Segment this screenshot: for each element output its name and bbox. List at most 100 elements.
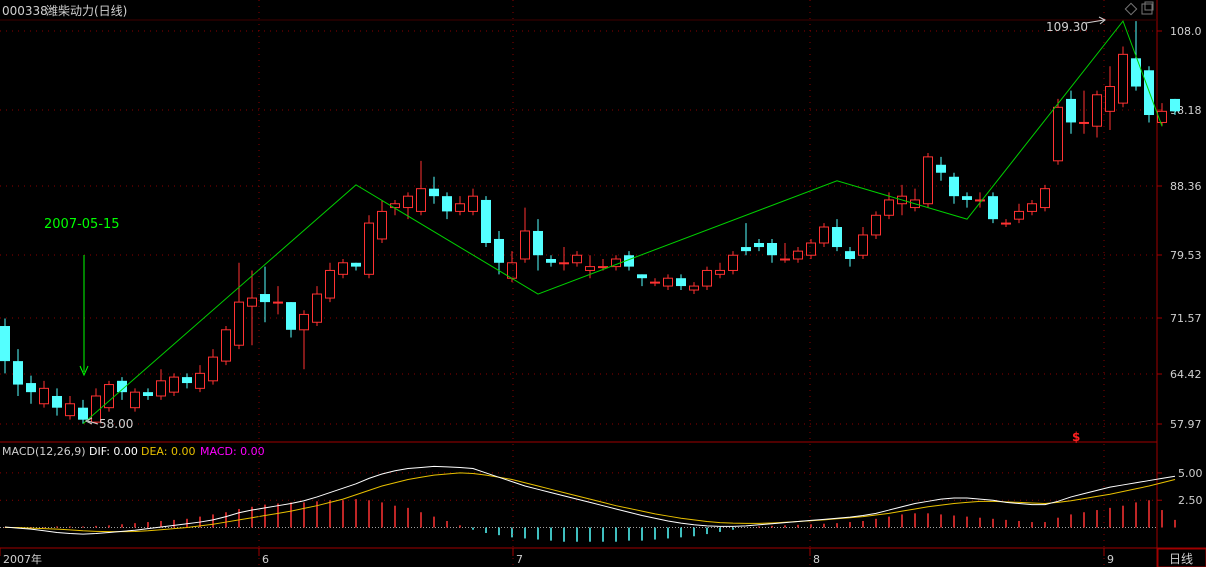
candle bbox=[1170, 98, 1180, 116]
candle bbox=[325, 262, 335, 303]
candle bbox=[78, 399, 88, 424]
candle bbox=[351, 262, 361, 271]
candle bbox=[806, 238, 816, 259]
restore-icon[interactable] bbox=[1141, 3, 1153, 15]
macd-tick-label: 2.50 bbox=[1178, 494, 1203, 507]
candle bbox=[403, 192, 413, 220]
candle bbox=[26, 375, 36, 404]
candle bbox=[572, 251, 582, 267]
candle bbox=[507, 251, 517, 283]
candle bbox=[143, 388, 153, 400]
candle bbox=[637, 274, 647, 287]
candle bbox=[494, 230, 504, 275]
candle bbox=[767, 238, 777, 263]
candle bbox=[0, 318, 10, 374]
candle bbox=[832, 219, 842, 252]
zigzag-line bbox=[82, 20, 1163, 425]
macd-label: MACD(12,26,9) bbox=[2, 445, 86, 458]
candle bbox=[455, 196, 465, 216]
low-arrow-line bbox=[87, 420, 99, 425]
candle bbox=[39, 380, 49, 408]
candle bbox=[845, 247, 855, 267]
candle bbox=[221, 326, 231, 366]
candle bbox=[312, 286, 322, 327]
candle bbox=[117, 377, 127, 400]
candle bbox=[1118, 46, 1128, 108]
diamond-icon[interactable] bbox=[1124, 2, 1138, 16]
date-annotation: 2007-05-15 bbox=[44, 217, 120, 232]
macd-dif: DIF: 0.00 bbox=[89, 445, 138, 458]
candle bbox=[819, 223, 829, 248]
candle bbox=[949, 172, 959, 204]
candle bbox=[715, 262, 725, 279]
candle bbox=[65, 395, 75, 420]
dea-line bbox=[5, 472, 1176, 533]
candle bbox=[559, 247, 569, 271]
date-tick-label: 8 bbox=[813, 553, 820, 566]
candle bbox=[1014, 203, 1024, 224]
candle bbox=[689, 282, 699, 295]
price-gridlines bbox=[0, 30, 1157, 425]
candle bbox=[390, 199, 400, 216]
candle bbox=[598, 258, 608, 271]
high-annotation: 109.30 bbox=[1046, 20, 1088, 34]
candle bbox=[962, 192, 972, 208]
candle bbox=[663, 274, 673, 291]
candle bbox=[182, 373, 192, 389]
macd-histogram bbox=[4, 499, 1176, 542]
candle bbox=[520, 207, 530, 263]
period-button[interactable] bbox=[1157, 548, 1206, 567]
candle bbox=[936, 156, 946, 181]
price-tick-label: 64.42 bbox=[1170, 368, 1202, 381]
candle bbox=[260, 266, 270, 323]
candle bbox=[468, 188, 478, 216]
date-arrow-icon bbox=[79, 365, 89, 377]
date-tick-label: 2007年 bbox=[3, 552, 42, 566]
candle bbox=[533, 219, 543, 271]
candle bbox=[1066, 90, 1076, 134]
candle bbox=[1027, 199, 1037, 216]
candle bbox=[793, 247, 803, 263]
low-annotation: 58.00 bbox=[99, 417, 133, 431]
candle bbox=[208, 349, 218, 385]
candle bbox=[52, 388, 62, 416]
candle bbox=[429, 176, 439, 204]
candle bbox=[1092, 90, 1102, 138]
period-button-label: 日线 bbox=[1169, 552, 1193, 566]
date-tick-label: 6 bbox=[262, 553, 269, 566]
candle bbox=[104, 380, 114, 412]
price-tick-label: 108.0 bbox=[1170, 25, 1202, 38]
low-arrow-icon bbox=[84, 417, 93, 425]
candle bbox=[442, 192, 452, 220]
candlestick-series bbox=[0, 21, 1180, 424]
stock-name: 潍柴动力(日线) bbox=[46, 4, 127, 18]
candle bbox=[923, 152, 933, 208]
candle bbox=[975, 192, 985, 208]
candle bbox=[286, 302, 296, 338]
candle bbox=[728, 251, 738, 275]
candle bbox=[364, 215, 374, 279]
candle bbox=[702, 266, 712, 291]
candle bbox=[910, 188, 920, 212]
candle bbox=[169, 373, 179, 396]
candle bbox=[273, 286, 283, 315]
macd-dea: DEA: 0.00 bbox=[141, 445, 195, 458]
candle bbox=[156, 369, 166, 400]
price-tick-label: 79.53 bbox=[1170, 249, 1202, 262]
candle bbox=[1157, 103, 1167, 127]
signal-marker: $ bbox=[1072, 430, 1080, 444]
high-arrow-line bbox=[1085, 19, 1105, 24]
price-tick-label: 71.57 bbox=[1170, 312, 1202, 325]
zigzag-path bbox=[82, 20, 1163, 425]
macd-value: MACD: 0.00 bbox=[200, 445, 265, 458]
dif-line bbox=[4, 465, 1176, 535]
stock-code: 000338 bbox=[2, 4, 48, 18]
macd-axis: 5.00 2.50 bbox=[0, 467, 1203, 529]
candle bbox=[741, 223, 751, 256]
candle bbox=[988, 192, 998, 224]
candle bbox=[650, 278, 660, 287]
candle bbox=[546, 255, 556, 267]
candle bbox=[1079, 90, 1089, 134]
